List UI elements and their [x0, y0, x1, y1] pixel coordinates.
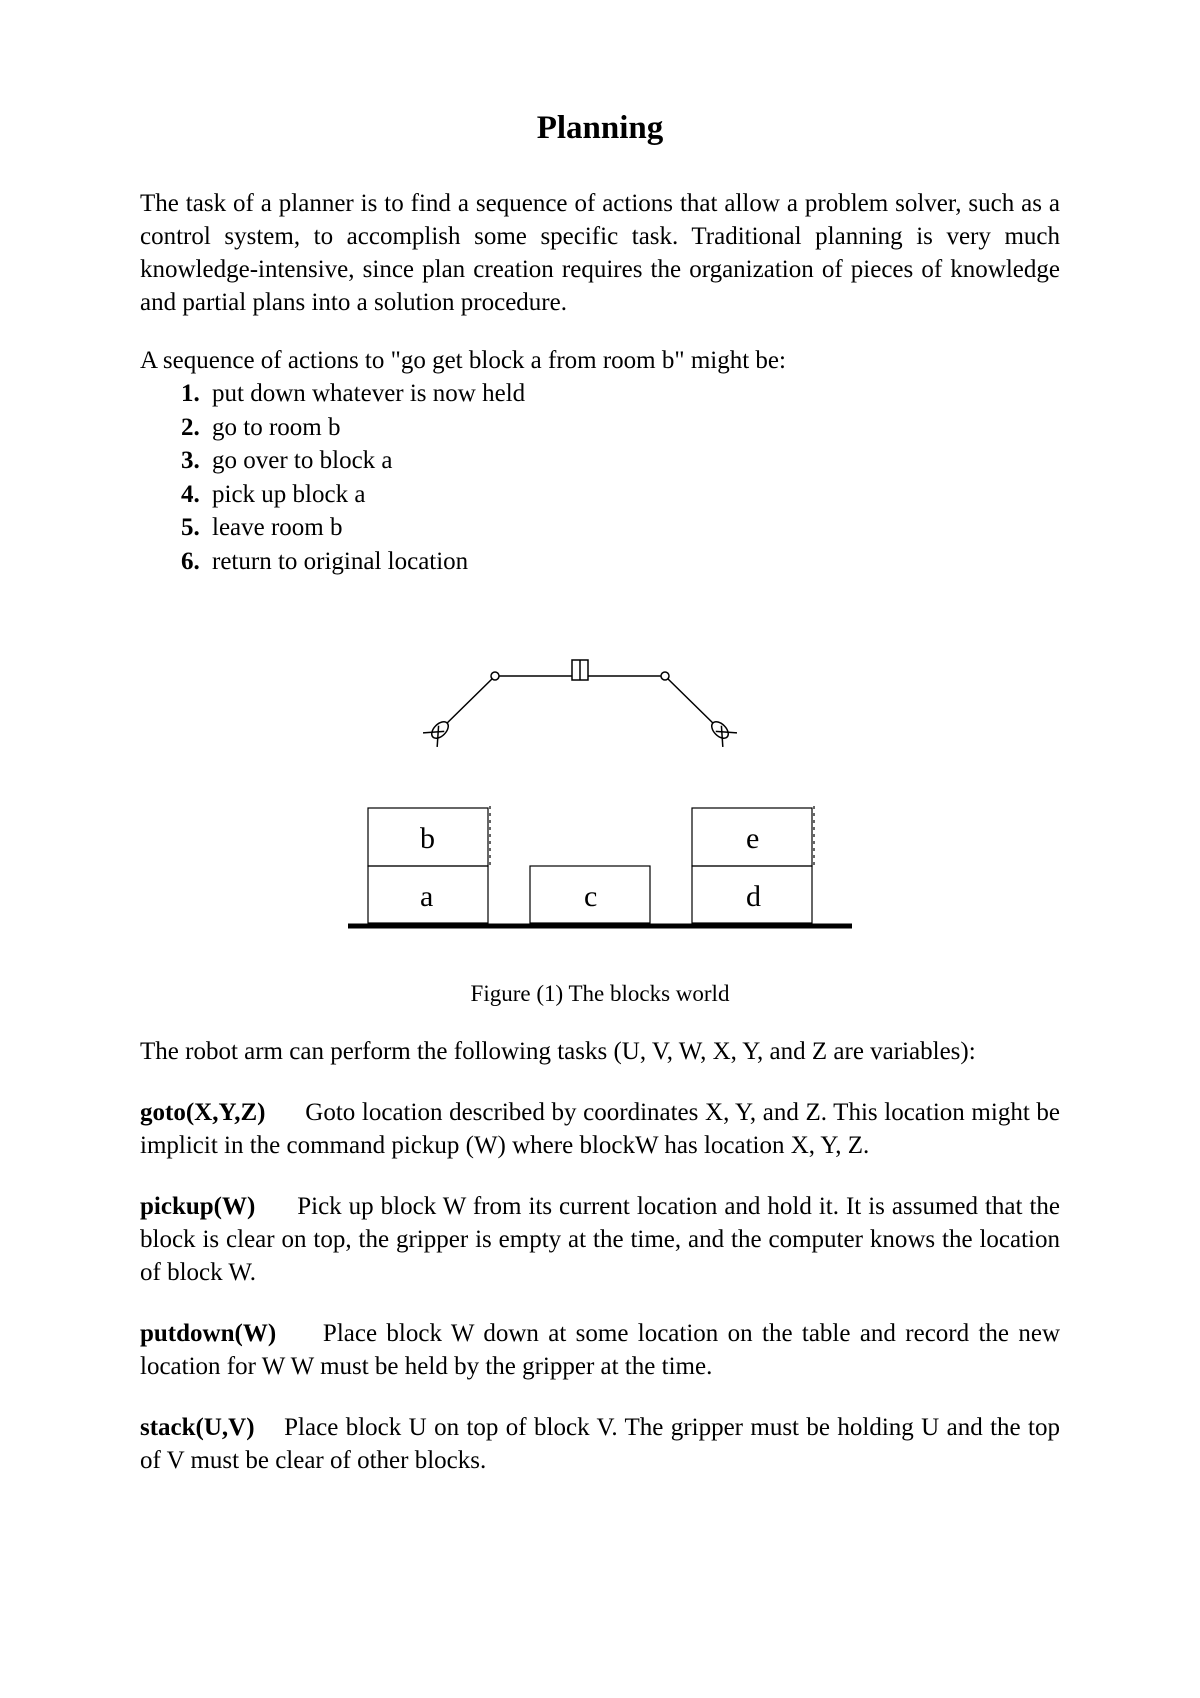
- block-label-b: b: [420, 822, 435, 855]
- desc-goto: Goto location described by coordinates X…: [140, 1099, 1060, 1159]
- step-item: pick up block a: [206, 478, 1060, 512]
- steps-list: put down whatever is now held go to room…: [178, 377, 1060, 578]
- desc-stack: Place block U on top of block V. The gri…: [140, 1414, 1060, 1474]
- blocks-world-diagram: b a c e d: [320, 638, 880, 958]
- cmd-stack: stack(U,V): [140, 1414, 255, 1441]
- figure-blocks-world: b a c e d: [140, 638, 1060, 963]
- def-pickup: pickup(W) Pick up block W from its curre…: [140, 1190, 1060, 1289]
- block-label-d: d: [746, 880, 761, 913]
- figure-caption: Figure (1) The blocks world: [140, 981, 1060, 1007]
- step-item: leave room b: [206, 511, 1060, 545]
- cmd-putdown: putdown(W): [140, 1320, 276, 1347]
- step-item: put down whatever is now held: [206, 377, 1060, 411]
- cmd-pickup: pickup(W): [140, 1193, 255, 1220]
- block-label-a: a: [420, 880, 433, 913]
- def-stack: stack(U,V) Place block U on top of block…: [140, 1411, 1060, 1477]
- desc-putdown: Place block W down at some location on t…: [140, 1320, 1060, 1380]
- def-putdown: putdown(W) Place block W down at some lo…: [140, 1317, 1060, 1383]
- block-label-c: c: [584, 880, 597, 913]
- def-goto: goto(X,Y,Z) Goto location described by c…: [140, 1096, 1060, 1162]
- cmd-goto: goto(X,Y,Z): [140, 1099, 265, 1126]
- tasks-intro: The robot arm can perform the following …: [140, 1035, 1060, 1068]
- page-title: Planning: [140, 110, 1060, 147]
- desc-pickup: Pick up block W from its current locatio…: [140, 1193, 1060, 1286]
- step-item: return to original location: [206, 545, 1060, 579]
- sequence-intro: A sequence of actions to "go get block a…: [140, 347, 1060, 375]
- step-item: go over to block a: [206, 444, 1060, 478]
- block-label-e: e: [746, 822, 759, 855]
- step-item: go to room b: [206, 411, 1060, 445]
- intro-paragraph: The task of a planner is to find a seque…: [140, 187, 1060, 319]
- document-page: Planning The task of a planner is to fin…: [0, 0, 1200, 1698]
